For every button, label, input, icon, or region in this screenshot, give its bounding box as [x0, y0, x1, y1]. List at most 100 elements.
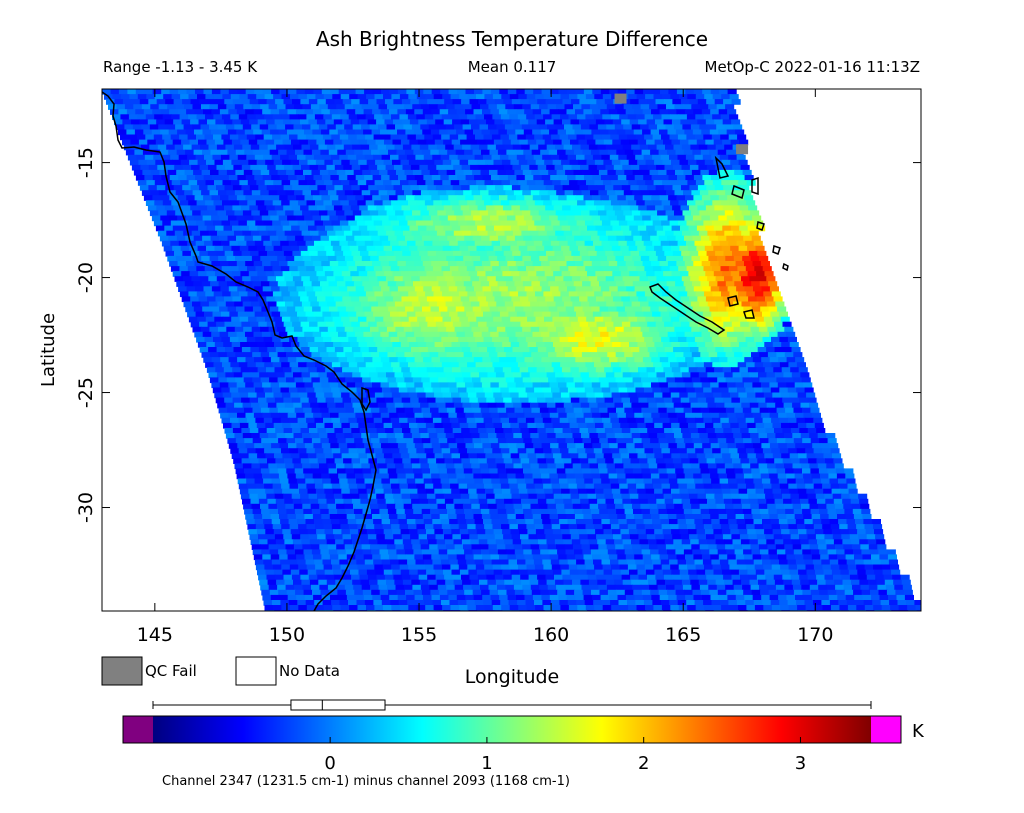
- heatmap-cell: [489, 306, 499, 313]
- heatmap-cell: [361, 326, 371, 333]
- heatmap-cell: [303, 306, 313, 313]
- heatmap-cell: [358, 316, 368, 323]
- heatmap-cell: [337, 149, 347, 156]
- heatmap-cell: [638, 428, 648, 434]
- heatmap-cell: [612, 271, 622, 277]
- heatmap-cell: [284, 230, 294, 237]
- heatmap-cell: [353, 352, 363, 358]
- heatmap-cell: [462, 372, 472, 378]
- heatmap-cell: [232, 428, 242, 434]
- heatmap-cell: [460, 397, 470, 404]
- heatmap-cell: [542, 220, 552, 227]
- heatmap-cell: [580, 372, 590, 378]
- heatmap-cell: [403, 230, 413, 237]
- heatmap-cell: [391, 316, 401, 323]
- heatmap-cell: [282, 159, 292, 166]
- heatmap-cell: [561, 139, 571, 146]
- heatmap-cell: [502, 342, 512, 348]
- heatmap-cell: [531, 281, 541, 287]
- heatmap-cell: [171, 114, 181, 120]
- heatmap-cell: [646, 397, 656, 404]
- heatmap-cell: [714, 99, 724, 105]
- heatmap-cell: [349, 180, 359, 186]
- heatmap-cell: [223, 139, 233, 146]
- heatmap-cell: [231, 159, 241, 166]
- heatmap-cell: [583, 215, 593, 222]
- heatmap-cell: [494, 225, 504, 232]
- heatmap-cell: [376, 321, 386, 328]
- heatmap-cell: [802, 407, 812, 414]
- heatmap-cell: [389, 357, 399, 363]
- heatmap-cell: [451, 225, 461, 232]
- heatmap-cell: [758, 301, 768, 308]
- heatmap-cell: [725, 190, 735, 196]
- heatmap-cell: [485, 159, 495, 166]
- heatmap-cell: [622, 250, 632, 257]
- heatmap-cell: [390, 154, 400, 161]
- heatmap-cell: [477, 225, 487, 232]
- heatmap-cell: [255, 220, 265, 227]
- heatmap-cell: [366, 159, 376, 166]
- heatmap-cell: [582, 129, 592, 136]
- heatmap-cell: [493, 316, 503, 323]
- heatmap-cell: [345, 352, 355, 358]
- heatmap-cell: [469, 397, 479, 404]
- heatmap-cell: [642, 412, 652, 419]
- heatmap-cell: [452, 119, 462, 126]
- heatmap-cell: [250, 372, 260, 378]
- heatmap-cell: [230, 266, 240, 272]
- heatmap-cell: [678, 266, 688, 272]
- heatmap-cell: [583, 261, 593, 267]
- heatmap-cell: [267, 372, 277, 378]
- heatmap-cell: [751, 377, 761, 384]
- heatmap-cell: [242, 210, 252, 217]
- heatmap-cell: [373, 336, 383, 343]
- heatmap-cell: [374, 94, 384, 100]
- heatmap-cell: [714, 185, 724, 191]
- heatmap-cell: [184, 281, 194, 287]
- heatmap-cell: [457, 311, 467, 318]
- heatmap-cell: [377, 164, 387, 171]
- heatmap-cell: [333, 225, 343, 232]
- heatmap-cell: [763, 291, 773, 298]
- heatmap-cell: [453, 372, 463, 378]
- heatmap-cell: [322, 336, 332, 343]
- heatmap-cell: [711, 134, 721, 141]
- heatmap-cell: [576, 266, 586, 272]
- heatmap-cell: [727, 89, 737, 95]
- heatmap-cell: [434, 342, 444, 348]
- heatmap-cell: [767, 326, 777, 333]
- heatmap-cell: [618, 387, 628, 394]
- heatmap-cell: [393, 99, 403, 105]
- heatmap-cell: [594, 291, 604, 298]
- heatmap-cell: [397, 382, 407, 389]
- heatmap-cell: [571, 347, 581, 353]
- heatmap-cell: [653, 180, 663, 186]
- heatmap-cell: [653, 291, 663, 298]
- heatmap-cell: [796, 362, 806, 368]
- heatmap-cell: [728, 266, 738, 272]
- heatmap-cell: [354, 438, 364, 444]
- heatmap-cell: [671, 342, 681, 348]
- heatmap-cell: [599, 235, 609, 242]
- heatmap-cell: [261, 306, 271, 313]
- heatmap-cell: [143, 195, 153, 201]
- heatmap-cell: [755, 316, 765, 323]
- heatmap-cell: [606, 326, 616, 333]
- heatmap-cell: [538, 301, 548, 308]
- heatmap-cell: [438, 281, 448, 287]
- heatmap-cell: [705, 271, 715, 277]
- heatmap-cell: [345, 281, 355, 287]
- heatmap-cell: [457, 175, 467, 181]
- heatmap-cell: [655, 428, 665, 434]
- heatmap-cell: [398, 175, 408, 181]
- heatmap-cell: [456, 215, 466, 222]
- heatmap-cell: [631, 402, 641, 409]
- heatmap-cell: [388, 438, 398, 444]
- heatmap-cell: [527, 342, 537, 348]
- heatmap-cell: [431, 175, 441, 181]
- heatmap-cell: [468, 245, 478, 252]
- heatmap-cell: [589, 230, 599, 237]
- heatmap-cell: [668, 195, 678, 201]
- heatmap-cell: [260, 169, 270, 176]
